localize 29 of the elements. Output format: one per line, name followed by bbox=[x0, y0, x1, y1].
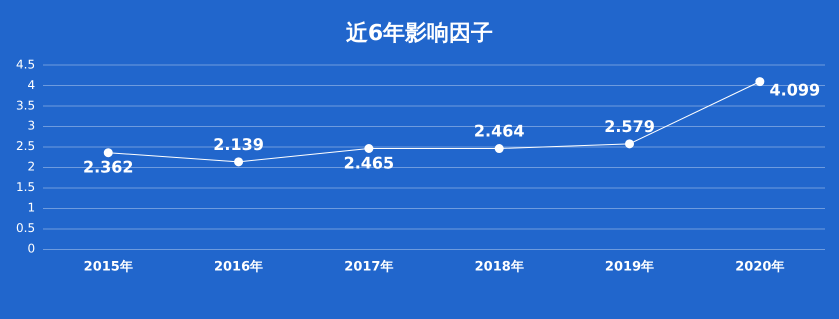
y-tick-label: 3 bbox=[27, 118, 36, 133]
point bbox=[625, 139, 634, 148]
x-tick-label: 2015年 bbox=[84, 260, 133, 275]
y-tick-label: 0 bbox=[27, 242, 36, 256]
point bbox=[494, 144, 504, 154]
x-tick-label: 2018年 bbox=[474, 260, 524, 275]
y-tick-label: 1 bbox=[27, 200, 36, 215]
data-label: 2.139 bbox=[213, 134, 264, 154]
y-tick-label: 3.5 bbox=[16, 98, 36, 112]
point bbox=[755, 77, 764, 86]
y-tick-label: 4.5 bbox=[16, 57, 36, 72]
chart-title: 近6年影响因子 bbox=[344, 20, 494, 48]
data-label: 4.099 bbox=[770, 80, 820, 100]
x-tick-label: 2020年 bbox=[735, 260, 784, 275]
point bbox=[104, 148, 113, 158]
y-tick-label: 0.5 bbox=[16, 221, 36, 236]
data-label: 2.362 bbox=[82, 158, 134, 177]
y-tick-label: 2.5 bbox=[16, 139, 36, 154]
x-tick-label: 2016年 bbox=[214, 260, 264, 275]
x-tick-label: 2019年 bbox=[604, 260, 654, 275]
x-tick-label: 2017年 bbox=[344, 260, 394, 275]
y-tick-label: 4 bbox=[27, 78, 36, 92]
data-label: 2.465 bbox=[344, 154, 394, 172]
data-label: 2.579 bbox=[604, 116, 655, 136]
point bbox=[364, 144, 374, 153]
y-tick-label: 1.5 bbox=[16, 180, 36, 194]
point bbox=[234, 157, 244, 166]
data-label: 2.464 bbox=[474, 122, 525, 141]
y-tick-label: 2 bbox=[27, 160, 36, 174]
